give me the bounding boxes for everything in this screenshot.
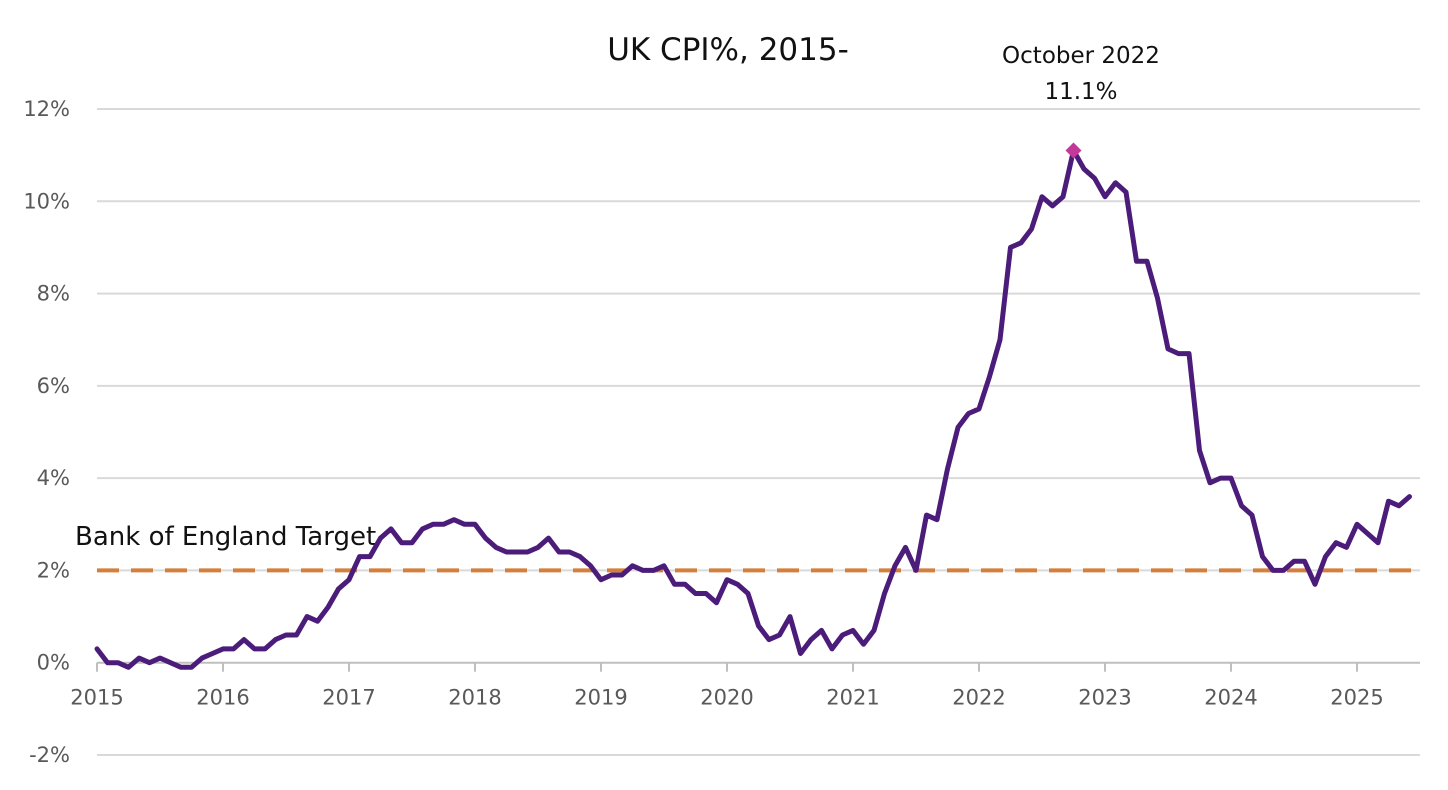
y-tick-label: -2% <box>29 743 70 767</box>
y-axis-ticks: -2% 0% 2% 4% 6% 8% 10% 12% <box>23 97 70 767</box>
target-line-group: Bank of England Target <box>75 522 1420 573</box>
y-tick-label: 12% <box>23 97 70 121</box>
y-tick-label: 2% <box>37 558 70 582</box>
x-tick-label: 2017 <box>322 686 375 710</box>
x-tick-label: 2018 <box>448 686 501 710</box>
annotations: October 2022 11.1% <box>1002 43 1160 159</box>
y-tick-label: 0% <box>37 651 70 675</box>
target-label: Bank of England Target <box>75 522 376 552</box>
series-layer <box>94 148 1412 670</box>
gridlines <box>97 108 1420 756</box>
y-tick-label: 10% <box>23 189 70 213</box>
x-tick-label: 2021 <box>826 686 879 710</box>
x-tick-label: 2023 <box>1078 686 1131 710</box>
peak-marker <box>1065 142 1082 159</box>
x-tick-label: 2016 <box>196 686 249 710</box>
x-tick-label: 2015 <box>70 686 123 710</box>
x-tick-label: 2024 <box>1204 686 1257 710</box>
y-tick-label: 6% <box>37 374 70 398</box>
y-tick-label: 4% <box>37 466 70 490</box>
x-tick-label: 2019 <box>574 686 627 710</box>
y-tick-label: 8% <box>37 282 70 306</box>
x-tick-label: 2020 <box>700 686 753 710</box>
x-tick-label: 2025 <box>1330 686 1383 710</box>
chart-title: UK CPI%, 2015- <box>607 32 849 68</box>
cpi-series-line <box>94 148 1412 670</box>
peak-annotation-value: 11.1% <box>1044 79 1117 105</box>
x-tick-label: 2022 <box>952 686 1005 710</box>
x-axis: 2015 2016 2017 2018 2019 2020 2021 2022 2023 2024… <box>70 661 1420 710</box>
peak-annotation-date: October 2022 <box>1002 43 1160 69</box>
